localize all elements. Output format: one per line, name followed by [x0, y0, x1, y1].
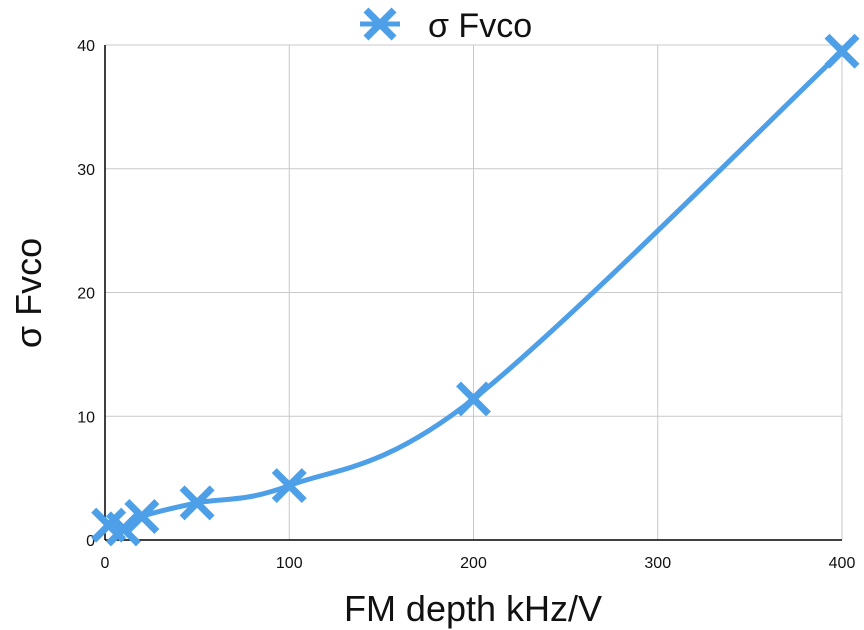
grid — [105, 44, 843, 540]
y-tick-label-1: 10 — [77, 409, 95, 426]
y-tick-label-0: 0 — [86, 533, 95, 550]
y-tick-label-4: 40 — [77, 38, 95, 55]
axes — [104, 45, 842, 541]
x-tick-labels: 0 100 200 300 400 — [101, 555, 856, 572]
data-point-6 — [824, 33, 860, 69]
x-axis-title: FM depth kHz/V — [344, 588, 602, 629]
data-point-4 — [271, 468, 307, 504]
x-tick-label-1: 100 — [276, 555, 303, 572]
x-tick-label-2: 200 — [460, 555, 487, 572]
data-point-5 — [456, 381, 491, 417]
x-tick-label-3: 300 — [644, 555, 671, 572]
legend-label: σ Fvco — [428, 7, 532, 45]
x-tick-label-4: 400 — [829, 555, 856, 572]
series-layer — [91, 33, 860, 547]
y-tick-labels: 0 10 20 30 40 — [77, 38, 95, 550]
data-point-3 — [179, 485, 215, 521]
legend: σ Fvco — [360, 7, 532, 45]
y-axis-title: σ Fvco — [8, 238, 49, 348]
series-line — [106, 48, 845, 532]
x-tick-label-0: 0 — [101, 555, 110, 572]
y-tick-label-2: 20 — [77, 286, 95, 303]
data-point-1 — [105, 511, 141, 547]
y-tick-label-3: 30 — [77, 162, 95, 179]
legend-marker-icon — [360, 7, 400, 41]
data-point-2 — [124, 499, 160, 534]
